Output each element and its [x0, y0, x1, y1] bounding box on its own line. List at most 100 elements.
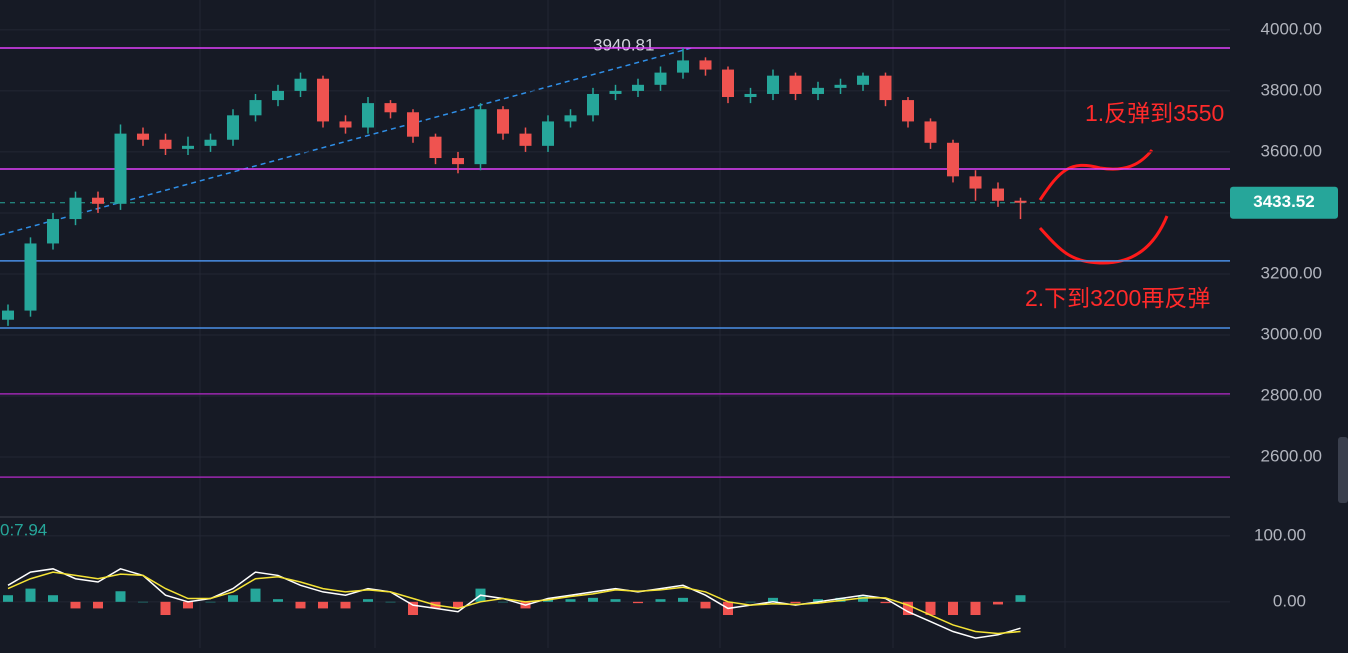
candle-body: [227, 115, 239, 140]
candle-body: [879, 75, 892, 101]
candle-body: [834, 84, 847, 88]
y-tick-label: 3800.00: [1261, 80, 1322, 99]
macd-bar: [295, 601, 306, 609]
macd-label: 0:7.94: [0, 520, 47, 539]
macd-bar: [273, 599, 283, 602]
macd-bar: [498, 601, 508, 603]
macd-bar: [790, 601, 801, 604]
macd-bar: [678, 597, 688, 602]
macd-bar: [205, 601, 216, 603]
candle-body: [317, 78, 329, 122]
macd-bar: [228, 595, 238, 602]
candle-body: [497, 109, 509, 134]
macd-bar: [880, 601, 891, 604]
candle-body: [969, 176, 982, 189]
candle-body: [137, 133, 149, 140]
candle-body: [699, 60, 712, 70]
macd-bar: [250, 588, 261, 602]
macd-bar: [363, 599, 373, 602]
macd-bar: [318, 601, 328, 609]
macd-line: [7, 571, 1021, 635]
macd-bar: [588, 597, 598, 602]
candle-body: [159, 139, 172, 149]
macd-bar: [70, 601, 81, 609]
macd-bar: [903, 601, 913, 616]
candle-body: [182, 145, 194, 149]
candle-body: [384, 103, 397, 113]
macd-bar: [115, 591, 126, 602]
candle-body: [407, 112, 419, 137]
macd-bar: [453, 601, 463, 609]
candle-body: [92, 197, 104, 204]
macd-bar: [25, 588, 36, 602]
macd-line: [7, 568, 1021, 639]
y-tick-label: 3000.00: [1261, 324, 1322, 343]
macd-bar: [993, 601, 1003, 605]
macd-bar: [408, 601, 418, 616]
macd-bar: [1015, 595, 1026, 602]
macd-bar: [970, 601, 981, 616]
candle-body: [204, 139, 217, 146]
candle-body: [654, 72, 667, 85]
candle-body: [609, 90, 622, 94]
drawn-curve: [1038, 149, 1154, 201]
candle-body: [362, 103, 374, 128]
candle-body: [744, 93, 757, 98]
candle-body: [339, 121, 352, 128]
annotation: 2.下到3200再反弹: [1025, 285, 1210, 311]
candle-body: [564, 115, 577, 122]
macd-bar: [385, 601, 396, 603]
macd-bar: [768, 597, 778, 602]
vertical-grid: [199, 0, 1066, 648]
y-tick-label: 0.00: [1273, 591, 1306, 610]
macd-bar: [3, 595, 13, 602]
macd-bar: [858, 596, 868, 602]
candle-body: [857, 75, 869, 85]
candle-body: [2, 310, 14, 320]
macd-bar: [610, 599, 621, 602]
candle-body: [272, 90, 284, 101]
macd-bar: [340, 601, 351, 609]
candle-body: [519, 133, 532, 146]
candle-body: [992, 188, 1004, 201]
macd-bar: [633, 601, 643, 604]
price-tag-label: 3433.52: [1253, 192, 1314, 211]
candle-body: [677, 60, 689, 73]
drawn-curve: [1038, 215, 1169, 265]
macd-bar: [813, 599, 823, 602]
y-tick-label: 100.00: [1254, 525, 1306, 544]
macd-bar: [93, 601, 103, 609]
y-tick-label: 2800.00: [1261, 385, 1322, 404]
macd-bar: [655, 599, 666, 602]
macd-bar: [700, 601, 711, 609]
candle-body: [947, 142, 959, 177]
scroll-tab[interactable]: [1338, 437, 1348, 503]
macd-bar: [565, 599, 576, 602]
macd-bar: [160, 601, 171, 616]
high-label: 3940.81: [593, 35, 654, 54]
price-tag: [1230, 186, 1338, 219]
y-tick-label: 4000.00: [1261, 19, 1322, 38]
candle-body: [294, 78, 307, 91]
candle-body: [789, 75, 802, 94]
candle-body: [812, 87, 824, 94]
annotation: 1.反弹到3550: [1085, 100, 1224, 126]
macd-bar: [183, 601, 193, 609]
y-tick-label: 3600.00: [1261, 141, 1322, 160]
candle-body: [542, 121, 554, 146]
candle-body: [474, 109, 487, 165]
candle-body: [249, 100, 262, 116]
candle-body: [47, 219, 59, 244]
candle-body: [722, 69, 734, 98]
y-tick-label: 2600.00: [1261, 447, 1322, 466]
candle-body: [587, 93, 599, 116]
candle-body: [24, 243, 37, 311]
macd-bar: [948, 601, 958, 616]
candle-body: [767, 75, 779, 94]
candle-body: [452, 158, 464, 165]
macd-bar: [745, 601, 756, 603]
macd-bar: [925, 601, 936, 616]
